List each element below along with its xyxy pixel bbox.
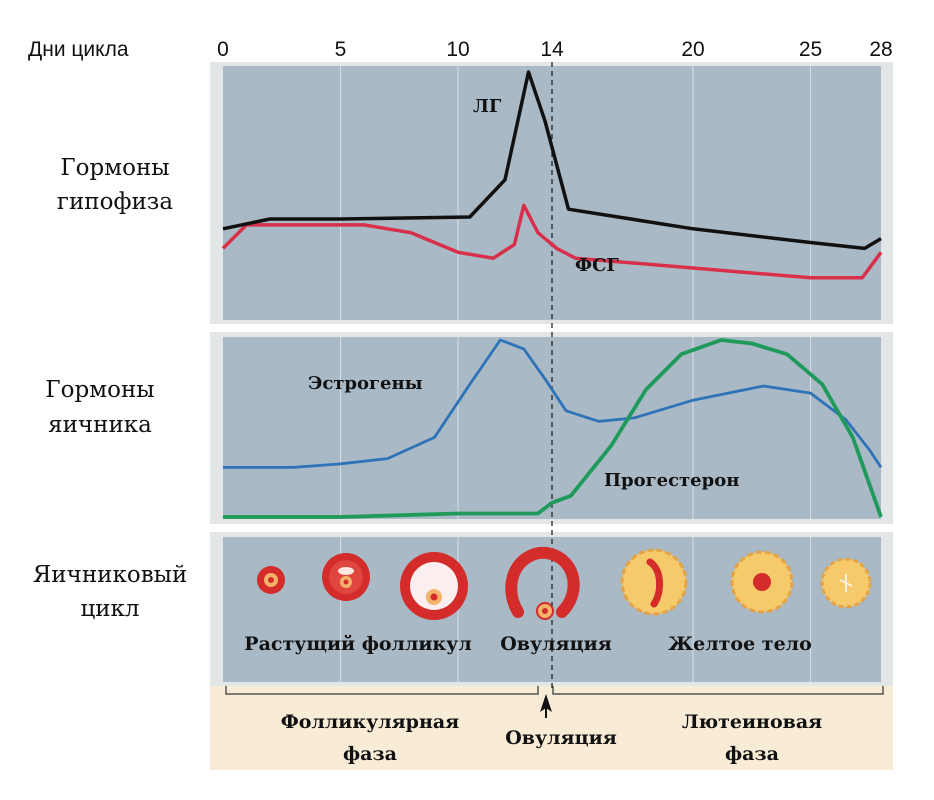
day-gridlines [340,66,811,682]
corpus-luteum-early-icon [620,548,688,616]
fsh-curve [221,203,883,280]
tick-label-day-14: 14 [540,38,564,61]
fsh-label: ФСГ [575,255,619,276]
follicle-small-icon [257,566,285,594]
tick-label-day-10: 10 [446,38,469,61]
axis-title: Дни цикла [28,38,129,61]
follicle-large-icon [400,552,468,620]
tick-label-day-28: 28 [869,38,892,61]
phase-band [210,686,893,770]
ovulating-follicle-icon [505,546,580,620]
ovarian-row-label-2: яичника [48,412,152,438]
tick-label-day-25: 25 [799,38,822,61]
ovulation-phase-label: Овуляция [505,727,617,749]
luteal-phase-label-2: фаза [725,743,779,765]
estrogen-curve [223,338,883,469]
follicular-phase-label-1: Фолликулярная [281,711,459,733]
axis-ticks: 0 5 10 14 20 25 28 [217,38,893,61]
ovulation-stage-label: Овуляция [500,633,612,655]
ovarian-plot-area [223,337,881,519]
estrogen-label: Эстрогены [308,373,423,394]
corpus-luteum-mid-icon [730,550,794,614]
cycle-row-label-2: цикл [80,596,139,622]
ovulation-arrow-icon [540,694,552,718]
corpus-luteum-label: Желтое тело [668,633,812,655]
follicular-bracket [225,686,539,695]
growing-follicle-label: Растущий фолликул [244,633,471,655]
progesterone-curve [223,338,883,519]
cycle-row-label-1: Яичниковый [33,562,188,588]
tick-label-day-5: 5 [335,38,347,61]
pituitary-row-label-2: гипофиза [57,189,173,215]
lh-curve [222,70,882,251]
pituitary-row-label-1: Гормоны [60,155,169,181]
corpus-luteum-late-icon [820,557,872,609]
luteal-phase-label-1: Лютеиновая [682,711,822,733]
ovarian-row-label-1: Гормоны [45,377,154,403]
follicle-medium-icon [322,553,370,601]
tick-label-day-20: 20 [681,38,704,61]
tick-label-day-0: 0 [217,38,229,61]
progesterone-label: Прогестерон [604,470,739,491]
lh-label: ЛГ [473,96,502,117]
follicular-phase-label-2: фаза [343,743,397,765]
luteal-bracket [552,686,884,695]
